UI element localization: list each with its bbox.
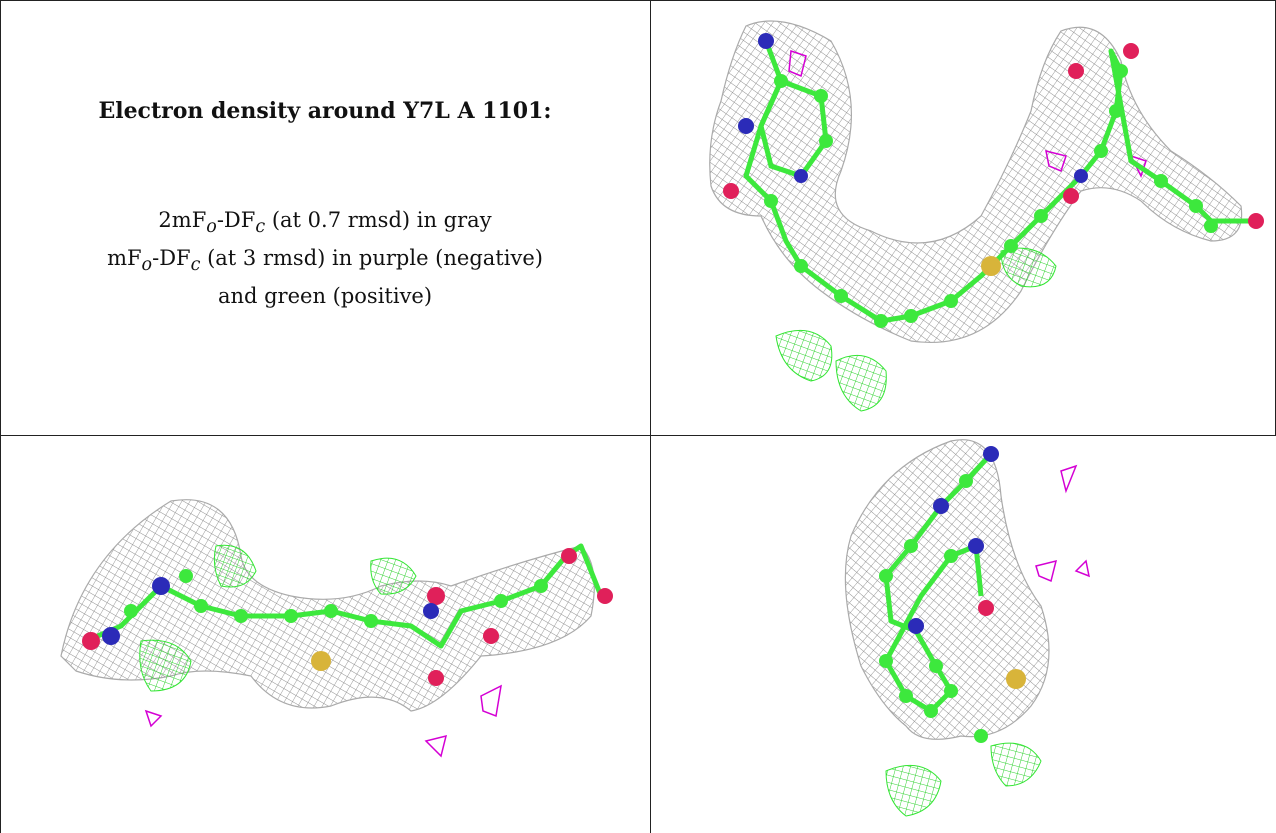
- density-mesh-purple-3: [424, 734, 448, 758]
- density-mesh-purple-1: [1060, 464, 1078, 494]
- view-bottom-left: [1, 436, 650, 833]
- density-mesh-green-1: [885, 764, 942, 817]
- density-mesh-purple-2: [1045, 149, 1067, 173]
- density-mesh-purple-1: [788, 49, 807, 78]
- density-mesh-gray: [709, 20, 1243, 343]
- atoms: [723, 33, 1264, 328]
- density-mesh-green-2: [213, 544, 257, 588]
- density-mesh-purple-2: [1035, 559, 1058, 583]
- legend-line-purple: mFo-DFc (at 3 rmsd) in purple (negative): [107, 246, 543, 276]
- legend-line-gray: 2mFo-DFc (at 0.7 rmsd) in gray: [158, 208, 492, 238]
- density-mesh-green-2: [990, 742, 1042, 787]
- density-mesh-green-1: [139, 639, 192, 692]
- density-mesh-green-2: [835, 354, 887, 412]
- density-mesh-purple-3: [1074, 559, 1091, 578]
- atoms: [879, 446, 1026, 743]
- view-bottom-right: [651, 436, 1276, 833]
- caption-legend: 2mFo-DFc (at 0.7 rmsd) in gray mFo-DFc (…: [0, 205, 650, 312]
- density-mesh-purple-2: [480, 684, 502, 718]
- model-bonds: [85, 543, 604, 649]
- model-bonds: [883, 452, 993, 714]
- density-mesh-gray: [844, 439, 1050, 740]
- table-border-left: [0, 0, 1, 833]
- table-divider-horizontal: [0, 435, 1276, 436]
- caption-cell: Electron density around Y7L A 1101: 2mFo…: [0, 0, 650, 425]
- caption-title: Electron density around Y7L A 1101:: [98, 98, 552, 124]
- density-mesh-green-3: [1000, 247, 1057, 288]
- density-mesh-green-3: [370, 557, 417, 595]
- atoms: [82, 548, 613, 686]
- density-mesh-green-1: [775, 329, 833, 382]
- density-mesh-purple-1: [144, 709, 163, 728]
- table-divider-vertical: [650, 0, 651, 833]
- table-border-top: [0, 0, 1276, 1]
- legend-line-green: and green (positive): [217, 284, 433, 309]
- view-top-right: [651, 1, 1275, 435]
